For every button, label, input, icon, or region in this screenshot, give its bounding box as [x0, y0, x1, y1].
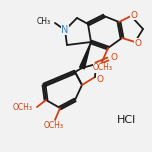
- Text: HCl: HCl: [116, 115, 136, 125]
- Text: O: O: [97, 74, 104, 83]
- Text: O: O: [111, 52, 117, 62]
- Text: OCH₃: OCH₃: [93, 64, 113, 73]
- Text: CH₃: CH₃: [37, 17, 51, 26]
- Text: OCH₃: OCH₃: [13, 104, 33, 112]
- Text: O: O: [131, 10, 138, 19]
- Text: OCH₃: OCH₃: [44, 121, 64, 131]
- Text: O: O: [135, 38, 142, 47]
- Polygon shape: [80, 42, 91, 69]
- Text: N: N: [61, 25, 69, 35]
